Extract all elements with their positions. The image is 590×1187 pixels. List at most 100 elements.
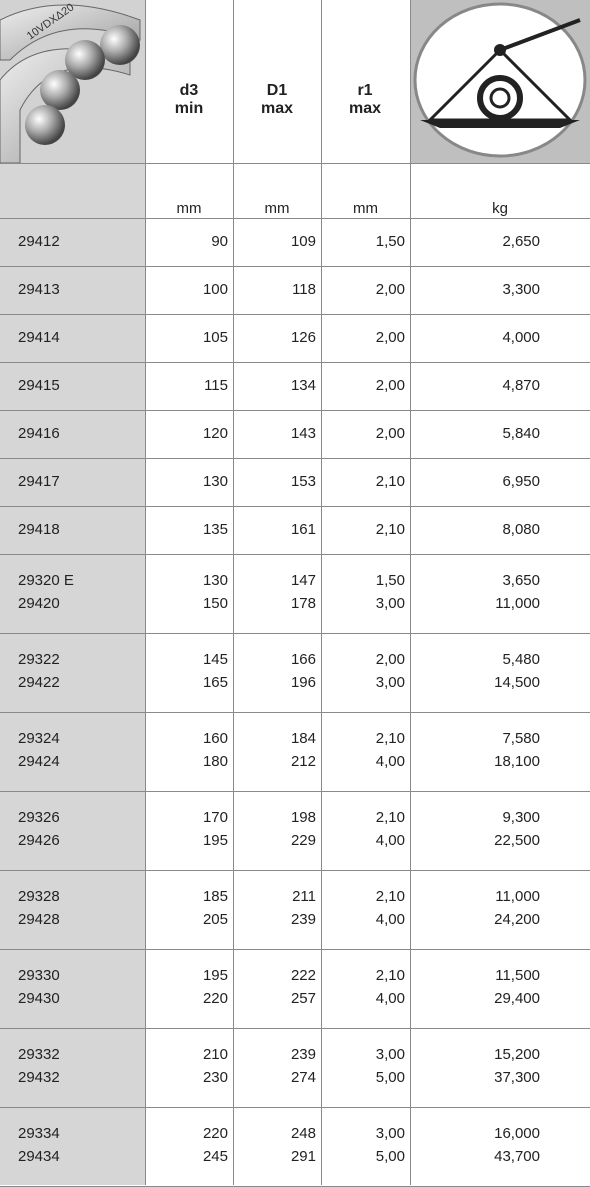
cell-value: 5,00 xyxy=(325,1148,405,1166)
designation: 29415 xyxy=(18,377,60,395)
cell-value: 205 xyxy=(148,911,228,929)
cell-value: 147 xyxy=(236,572,316,590)
weight-icon xyxy=(410,0,590,163)
cell-value: 135 xyxy=(148,521,228,539)
cell-value: 257 xyxy=(236,990,316,1008)
cell-value: 4,000 xyxy=(460,329,540,347)
designation: 29416 xyxy=(18,425,60,443)
designation: 29322 xyxy=(18,651,60,669)
designation: 29424 xyxy=(18,753,60,771)
cell-value: 220 xyxy=(148,990,228,1008)
row-line xyxy=(0,554,590,555)
cell-value: 178 xyxy=(236,595,316,613)
cell-value: 5,00 xyxy=(325,1069,405,1087)
row-line xyxy=(0,362,590,363)
cell-value: 3,00 xyxy=(325,1125,405,1143)
cell-value: 170 xyxy=(148,809,228,827)
cell-value: 1,50 xyxy=(325,233,405,251)
cell-value: 3,00 xyxy=(325,595,405,613)
cell-value: 184 xyxy=(236,730,316,748)
column-header: max xyxy=(321,100,409,118)
cell-value: 2,10 xyxy=(325,809,405,827)
cell-value: 16,000 xyxy=(460,1125,540,1143)
cell-value: 11,000 xyxy=(460,595,540,613)
cell-value: 8,080 xyxy=(460,521,540,539)
cell-value: 2,650 xyxy=(460,233,540,251)
cell-value: 153 xyxy=(236,473,316,491)
cell-value: 165 xyxy=(148,674,228,692)
page: 10VDXΔ20 d3minD1maxr1maxmmmmmmkg29412901… xyxy=(0,0,590,1185)
designation: 29434 xyxy=(18,1148,60,1166)
designation: 29432 xyxy=(18,1069,60,1087)
cell-value: 220 xyxy=(148,1125,228,1143)
designation: 29324 xyxy=(18,730,60,748)
cell-value: 245 xyxy=(148,1148,228,1166)
cell-value: 198 xyxy=(236,809,316,827)
designation: 29412 xyxy=(18,233,60,251)
cell-value: 180 xyxy=(148,753,228,771)
cell-value: 7,580 xyxy=(460,730,540,748)
cell-value: 185 xyxy=(148,888,228,906)
column-line xyxy=(410,0,411,1185)
cell-value: 195 xyxy=(148,967,228,985)
cell-value: 230 xyxy=(148,1069,228,1087)
cell-value: 3,650 xyxy=(460,572,540,590)
designation: 29332 xyxy=(18,1046,60,1064)
cell-value: 37,300 xyxy=(460,1069,540,1087)
column-header: min xyxy=(145,100,233,118)
cell-value: 195 xyxy=(148,832,228,850)
designation: 29430 xyxy=(18,990,60,1008)
column-line xyxy=(233,0,234,1185)
unit: mm xyxy=(321,200,410,218)
cell-value: 130 xyxy=(148,473,228,491)
cell-value: 115 xyxy=(148,377,228,395)
designation: 29428 xyxy=(18,911,60,929)
cell-value: 3,00 xyxy=(325,674,405,692)
cell-value: 9,300 xyxy=(460,809,540,827)
cell-value: 15,200 xyxy=(460,1046,540,1064)
cell-value: 2,00 xyxy=(325,377,405,395)
cell-value: 143 xyxy=(236,425,316,443)
table: 10VDXΔ20 d3minD1maxr1maxmmmmmmkg29412901… xyxy=(0,0,590,1185)
cell-value: 2,00 xyxy=(325,425,405,443)
cell-value: 2,10 xyxy=(325,888,405,906)
designation: 29334 xyxy=(18,1125,60,1143)
cell-value: 29,400 xyxy=(460,990,540,1008)
cell-value: 11,500 xyxy=(460,967,540,985)
cell-value: 4,00 xyxy=(325,990,405,1008)
designation: 29413 xyxy=(18,281,60,299)
cell-value: 2,10 xyxy=(325,473,405,491)
column-header: max xyxy=(233,100,321,118)
row-line xyxy=(0,218,590,219)
row-line xyxy=(0,410,590,411)
cell-value: 4,00 xyxy=(325,832,405,850)
cell-value: 18,100 xyxy=(460,753,540,771)
cell-value: 239 xyxy=(236,1046,316,1064)
cell-value: 196 xyxy=(236,674,316,692)
cell-value: 2,10 xyxy=(325,967,405,985)
cell-value: 105 xyxy=(148,329,228,347)
row-line xyxy=(0,949,590,950)
cell-value: 1,50 xyxy=(325,572,405,590)
column-line xyxy=(145,0,146,1185)
designation: 29326 xyxy=(18,809,60,827)
cell-value: 210 xyxy=(148,1046,228,1064)
cell-value: 5,840 xyxy=(460,425,540,443)
cell-value: 3,300 xyxy=(460,281,540,299)
cell-value: 145 xyxy=(148,651,228,669)
row-line xyxy=(0,1107,590,1108)
cell-value: 118 xyxy=(236,281,316,299)
cell-value: 248 xyxy=(236,1125,316,1143)
designation: 29420 xyxy=(18,595,60,613)
cell-value: 2,00 xyxy=(325,329,405,347)
designation: 29422 xyxy=(18,674,60,692)
row-line xyxy=(0,870,590,871)
row-line xyxy=(0,266,590,267)
cell-value: 2,00 xyxy=(325,281,405,299)
cell-value: 160 xyxy=(148,730,228,748)
cell-value: 43,700 xyxy=(460,1148,540,1166)
unit: mm xyxy=(145,200,233,218)
unit: kg xyxy=(410,200,590,218)
row-line xyxy=(0,506,590,507)
cell-value: 14,500 xyxy=(460,674,540,692)
